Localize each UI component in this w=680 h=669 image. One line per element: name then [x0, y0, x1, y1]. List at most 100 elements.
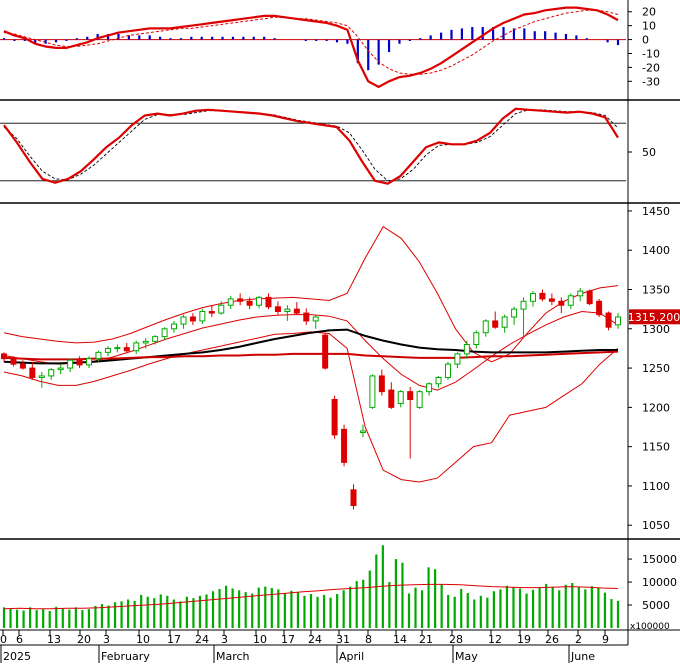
candle-body [180, 316, 187, 325]
candle-body [76, 359, 83, 366]
candle-body [369, 375, 376, 408]
macd-tick-label: 0 [642, 34, 649, 47]
price-tick-label: 1100 [642, 480, 670, 493]
macd-tick-label: -30 [642, 75, 660, 88]
candle-body [539, 292, 546, 300]
stochastic-k-line [3, 107, 619, 185]
date-tick-label: 24 [195, 633, 209, 646]
price-tick-label: 1300 [642, 323, 670, 336]
last-price-label: 1315.200 [628, 311, 680, 324]
date-tick-label: 10 [136, 633, 150, 646]
volume-tick-label: 15000 [642, 553, 677, 566]
date-tick-label: 13 [47, 633, 61, 646]
candle-body [463, 344, 470, 355]
candle-body [454, 353, 461, 365]
ma-longer-line [3, 350, 619, 361]
candle-body [1, 353, 7, 360]
price-panel: 1450 1400 1350 1300 1250 1200 1150 1100 1050 [1, 205, 670, 532]
candle-body [10, 358, 17, 365]
date-tick-label: 3 [221, 633, 228, 646]
candle-body [407, 391, 414, 400]
price-tick-label: 1400 [642, 244, 670, 257]
date-axis: 0 6 13 20 3 10 17 24 3 10 17 24 31 8 14 21 28 12 19 26 2 9 202… [0, 630, 628, 663]
candle-body [378, 375, 385, 393]
candle-body [492, 320, 499, 328]
candle-body [114, 347, 121, 350]
candle-body [520, 300, 527, 310]
candle-body [152, 336, 159, 342]
candle-body [341, 428, 348, 463]
date-tick-label: 24 [308, 633, 322, 646]
date-tick-label: 2 [575, 633, 582, 646]
candle-body [473, 332, 480, 346]
candle-body [615, 316, 621, 326]
candle-body [189, 316, 196, 322]
candle-body [293, 308, 300, 314]
price-tick-label: 1450 [642, 205, 670, 218]
price-tick-label: 1350 [642, 284, 670, 297]
stochastic-d-line [3, 109, 619, 182]
month-label: 2025 [3, 650, 31, 663]
date-tick-label: 20 [77, 633, 91, 646]
date-tick-label: 9 [602, 633, 609, 646]
candle-body [95, 351, 102, 360]
panel-frames [0, 0, 680, 645]
candle-body [586, 290, 593, 305]
date-tick-label: 17 [281, 633, 295, 646]
date-tick-label: 8 [365, 633, 372, 646]
price-tick-label: 1150 [642, 441, 670, 454]
candle-body [548, 298, 555, 302]
stochastic-panel: 50 [0, 107, 656, 185]
candle-body [397, 391, 404, 404]
candle-body [511, 308, 518, 318]
candle-body [265, 296, 272, 308]
candle-body [501, 316, 508, 328]
candle-body [605, 312, 612, 328]
volume-unit-label: x100000 [630, 622, 670, 632]
candle-body [161, 328, 168, 338]
date-tick-label: 10 [253, 633, 267, 646]
candle-body [256, 296, 263, 306]
macd-signal-line [3, 9, 619, 75]
date-tick-label: 12 [488, 633, 502, 646]
candle-body [596, 300, 603, 316]
volume-tick-label: 10000 [642, 576, 677, 589]
date-tick-label: 28 [449, 633, 463, 646]
candle-body [123, 347, 130, 352]
stochastic-tick-label: 50 [642, 146, 656, 159]
candle-body [577, 290, 584, 297]
volume-panel: 15000 10000 5000 x100000 [2, 545, 677, 632]
candle-body [435, 377, 442, 385]
date-tick-label: 6 [16, 633, 23, 646]
candle-body [227, 298, 234, 306]
month-label: February [101, 650, 150, 663]
date-tick-label: 17 [167, 633, 181, 646]
candle-body [199, 311, 206, 322]
candle-body [104, 347, 111, 353]
candle-body [558, 300, 565, 306]
candle-body [67, 359, 74, 369]
candle-body [86, 358, 93, 366]
candle-body [48, 369, 55, 377]
candle-body [331, 399, 338, 436]
candle-body [482, 320, 489, 334]
macd-tick-label: -10 [642, 47, 660, 60]
candle-body [426, 383, 433, 393]
candle-body [444, 363, 451, 378]
candle-body [350, 489, 357, 507]
candle-body [142, 340, 149, 344]
month-label: May [455, 650, 478, 663]
ma-long-line [3, 328, 618, 365]
candle-body [208, 311, 215, 314]
date-tick-label: 31 [336, 633, 350, 646]
candle-body [284, 308, 291, 312]
candle-body [29, 367, 36, 379]
candle-body [57, 367, 64, 371]
candle-body [133, 342, 140, 352]
date-tick-label: 19 [517, 633, 531, 646]
candle-body [529, 292, 536, 302]
date-tick-label: 26 [545, 633, 559, 646]
